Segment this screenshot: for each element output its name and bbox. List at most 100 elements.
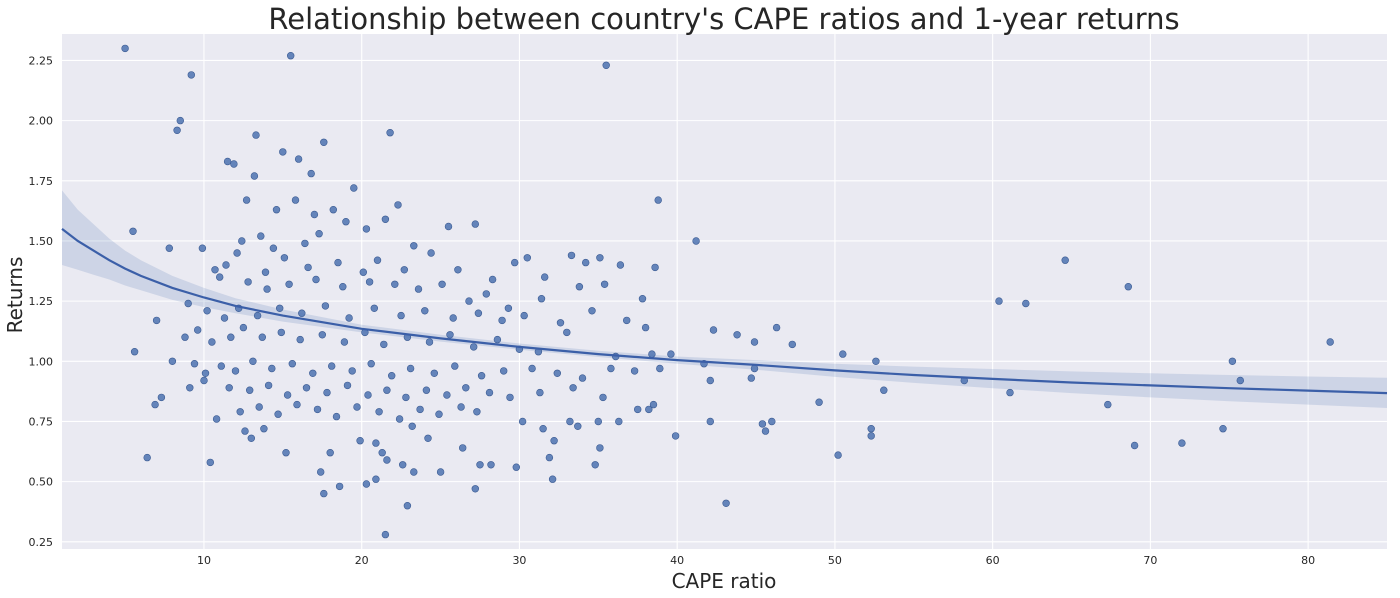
data-point	[600, 280, 609, 288]
data-point	[323, 388, 331, 397]
data-point	[340, 338, 349, 346]
data-point	[416, 405, 424, 414]
data-point	[1130, 441, 1139, 450]
data-point	[649, 400, 658, 409]
data-point	[616, 261, 625, 269]
y-tick-label: 1.00	[29, 355, 54, 368]
data-point	[1178, 439, 1186, 447]
data-point	[498, 316, 506, 325]
data-point	[1326, 338, 1334, 346]
data-point	[334, 258, 342, 267]
data-point	[373, 256, 382, 264]
y-axis-label: Returns	[3, 257, 27, 334]
x-tick-label: 40	[670, 554, 684, 567]
data-point	[307, 169, 315, 178]
data-point	[212, 415, 221, 423]
data-point	[839, 350, 847, 358]
data-point	[406, 364, 415, 373]
data-point	[348, 367, 356, 375]
data-point	[867, 425, 875, 433]
data-point	[241, 427, 249, 435]
data-point	[567, 251, 576, 260]
data-point	[1006, 388, 1014, 397]
data-point	[343, 381, 352, 390]
data-point	[246, 386, 254, 394]
data-point	[282, 449, 290, 457]
data-point	[556, 319, 565, 327]
data-point	[474, 309, 483, 317]
data-point	[263, 285, 271, 293]
x-tick-label: 70	[1143, 554, 1157, 567]
data-point	[255, 403, 263, 411]
data-point	[651, 263, 659, 272]
data-point	[225, 384, 233, 392]
data-point	[578, 374, 587, 382]
data-point	[250, 172, 259, 180]
data-point	[545, 453, 554, 462]
data-point	[645, 405, 653, 414]
data-point	[353, 403, 361, 411]
data-point	[157, 393, 166, 402]
data-point	[260, 425, 268, 433]
x-axis-label: CAPE ratio	[672, 569, 777, 593]
data-point	[261, 268, 270, 276]
data-point	[181, 333, 189, 341]
data-point	[815, 398, 823, 406]
data-point	[470, 343, 478, 351]
data-point	[312, 275, 320, 284]
data-point	[206, 458, 215, 467]
data-point	[285, 280, 293, 288]
data-point	[372, 439, 380, 447]
data-point	[537, 295, 546, 303]
data-point	[540, 273, 549, 281]
data-point	[326, 449, 334, 457]
data-point	[184, 299, 192, 308]
data-point	[283, 391, 292, 399]
data-point	[329, 206, 337, 214]
data-point	[315, 230, 323, 238]
data-point	[380, 340, 388, 349]
data-point	[671, 432, 680, 440]
data-point	[309, 369, 317, 377]
data-point	[244, 278, 252, 286]
data-point	[370, 304, 378, 312]
data-point	[227, 333, 235, 341]
data-point	[566, 417, 574, 426]
data-point	[367, 360, 375, 368]
data-point	[1219, 425, 1227, 433]
data-point	[365, 278, 374, 286]
data-point	[722, 499, 730, 507]
data-point	[422, 386, 431, 394]
data-point	[152, 316, 161, 325]
data-point	[1228, 357, 1237, 365]
data-points	[121, 44, 1334, 539]
data-point	[477, 372, 486, 380]
confidence-band	[62, 190, 1387, 408]
data-point	[500, 367, 508, 375]
data-point	[381, 530, 390, 539]
x-tick-label: 60	[986, 554, 1000, 567]
data-point	[410, 242, 418, 250]
data-point	[408, 422, 416, 430]
data-point	[249, 357, 257, 365]
data-point	[194, 326, 202, 334]
data-point	[198, 244, 207, 252]
data-point	[465, 297, 473, 305]
x-tick-label: 10	[197, 554, 211, 567]
y-tick-label: 0.75	[29, 415, 54, 428]
data-point	[733, 331, 741, 339]
chart-title: Relationship between country's CAPE rati…	[268, 2, 1179, 36]
data-point	[238, 237, 246, 245]
data-point	[298, 309, 306, 317]
data-point	[482, 290, 490, 298]
data-point	[258, 333, 266, 341]
data-point	[706, 376, 714, 385]
x-gridlines	[203, 34, 1309, 549]
data-point	[173, 126, 181, 135]
data-point	[443, 391, 451, 399]
data-point	[641, 323, 650, 332]
data-point	[550, 437, 558, 445]
data-point	[129, 227, 137, 236]
y-tick-label: 0.25	[29, 536, 54, 549]
data-point	[190, 360, 199, 368]
